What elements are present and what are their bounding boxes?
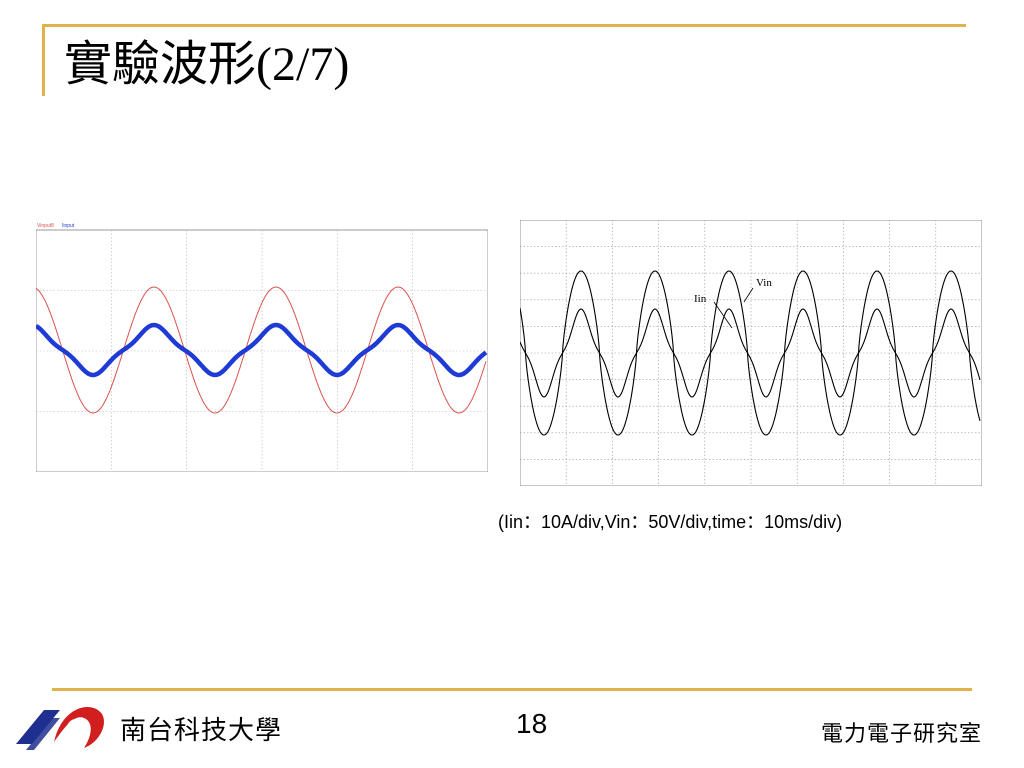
university-name: 南台科技大學: [120, 716, 283, 746]
right-voltage-waveform: [520, 270, 981, 436]
logo-blue-stripe-2: [26, 718, 60, 750]
logo-blue-stripe: [16, 710, 60, 744]
iin-label-pointer: [713, 301, 733, 329]
right-current-waveform: [520, 308, 981, 398]
university-logo: [14, 698, 108, 756]
page-number: 18: [516, 708, 548, 739]
left-current-waveform: [36, 322, 488, 378]
footer-rule: [52, 688, 972, 691]
left-voltage-waveform: [36, 286, 487, 414]
logo-red-swoosh: [54, 707, 104, 748]
slide-title-number: (2/7): [256, 38, 350, 91]
iin-label: Iin: [694, 293, 707, 305]
scale-caption: (Iin：10A/div,Vin：50V/div,time：10ms/div): [498, 512, 843, 532]
right-oscilloscope-capture: Iin Vin: [520, 220, 982, 486]
vin-label-pointer: [743, 287, 754, 303]
left-legend-voltage: Vinput8: [37, 223, 54, 229]
slide-title: 實驗波形(2/7): [64, 40, 349, 89]
left-legend-current: Iinput: [62, 223, 75, 229]
logo-center: [67, 719, 85, 737]
left-oscilloscope-capture: Vinput8 Iinput: [36, 223, 488, 472]
title-left-rule: [42, 24, 45, 96]
left-scope-frame: [36, 229, 488, 472]
vin-label: Vin: [756, 277, 772, 289]
slide-title-cjk: 實驗波形: [64, 36, 257, 92]
lab-name: 電力電子研究室: [820, 722, 982, 747]
title-top-rule: [42, 24, 966, 27]
